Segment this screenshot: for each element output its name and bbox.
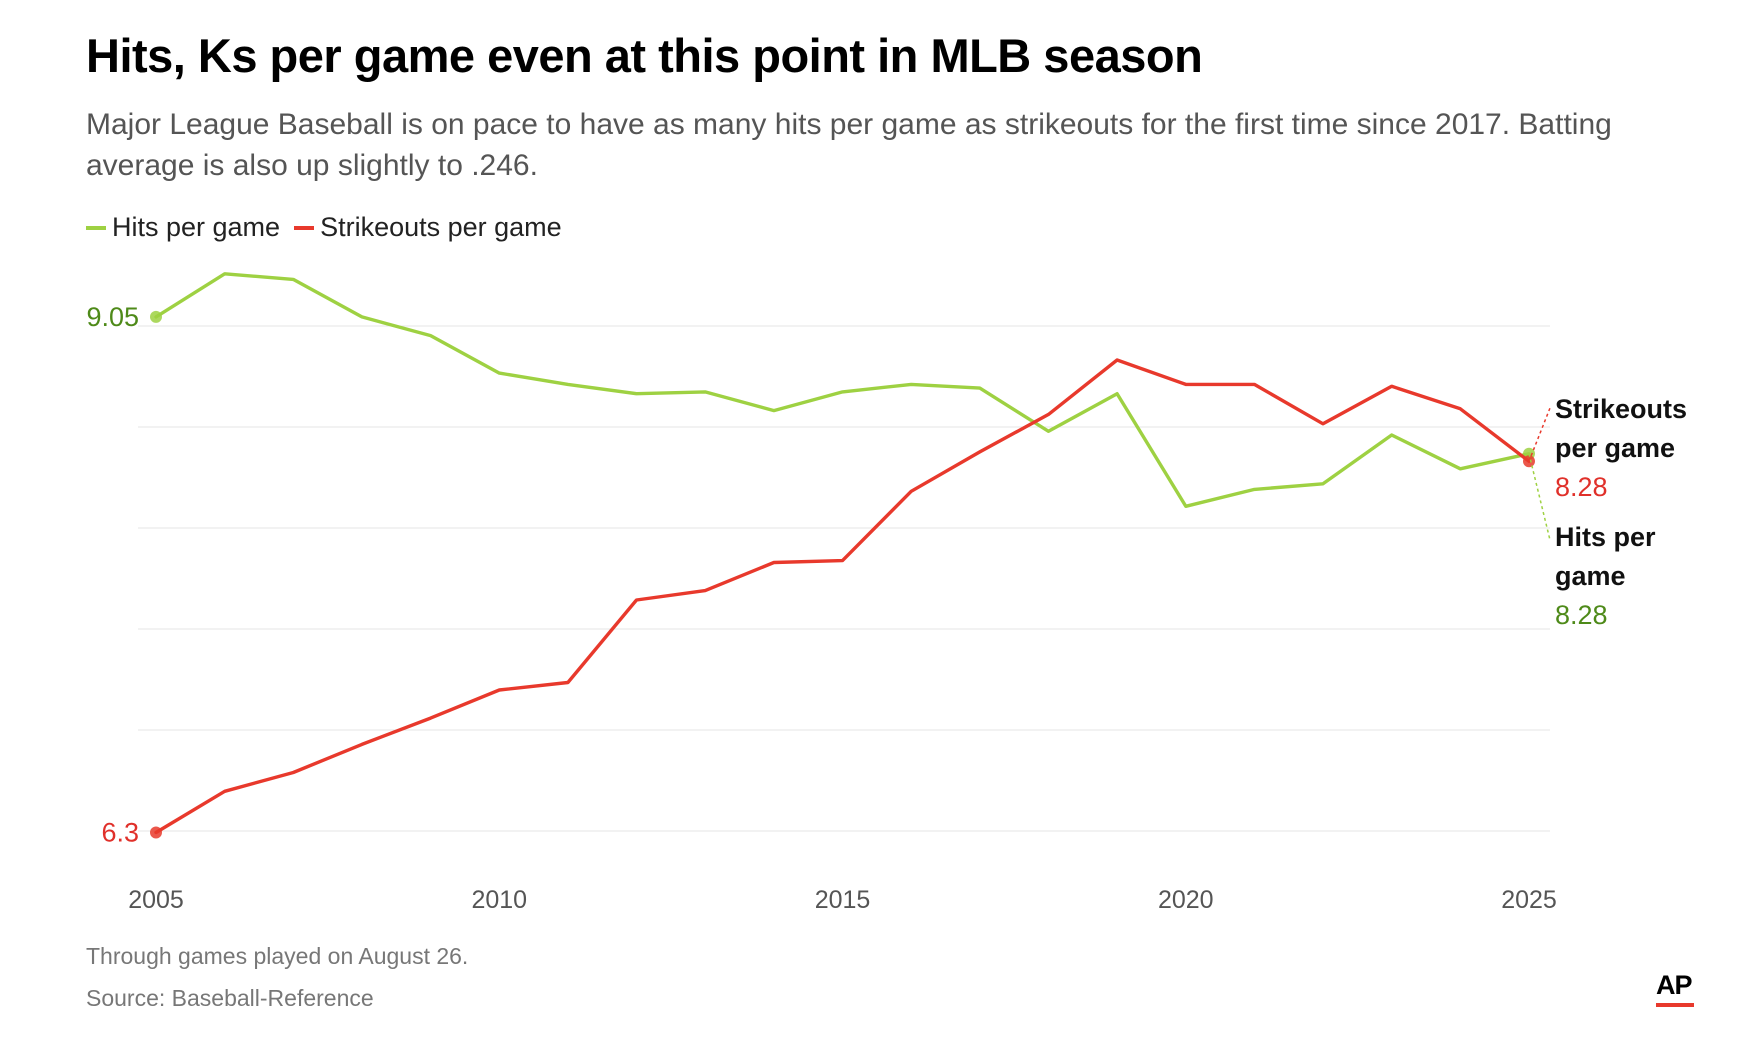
start-label-strikeouts: 6.3: [101, 818, 139, 848]
ap-logo: AP: [1656, 970, 1693, 1000]
legend-swatch-hits: [86, 225, 106, 230]
end-label-strikeouts-name-1: Strikeouts: [1555, 394, 1687, 424]
start-label-hits: 9.05: [86, 302, 139, 332]
series-lines: [150, 272, 1535, 839]
chart-title: Hits, Ks per game even at this point in …: [86, 29, 1203, 82]
end-label-strikeouts-value: 8.28: [1555, 472, 1608, 502]
data-labels: 9.05 6.3 Strikeouts per game 8.28 Hits per gam…: [86, 302, 1687, 848]
end-connector-strikeouts: [1528, 407, 1551, 462]
legend-label-strikeouts: Strikeouts per game: [320, 212, 562, 242]
end-connector-hits: [1528, 453, 1551, 541]
series-line-strikeouts: [154, 358, 1531, 835]
source-note: Source: Baseball-Reference: [86, 985, 374, 1011]
ap-logo-underline: [1656, 1003, 1694, 1007]
legend-item-strikeouts: Strikeouts per game: [294, 212, 562, 243]
legend-swatch-strikeouts: [294, 225, 315, 230]
end-label-hits-value: 8.28: [1555, 600, 1608, 630]
x-tick-label-2005: 2005: [128, 886, 184, 914]
series-line-hits: [154, 272, 1531, 508]
x-tick-label-2010: 2010: [471, 886, 527, 914]
x-tick-label-2025: 2025: [1501, 886, 1557, 914]
end-label-strikeouts-name-2: per game: [1555, 433, 1675, 463]
legend-item-hits: Hits per game: [86, 212, 280, 243]
data-point-strikeouts-2005: [150, 826, 162, 839]
chart-subtitle: Major League Baseball is on pace to have…: [86, 108, 1612, 182]
data-point-hits-2005: [150, 310, 162, 323]
x-tick-label-2015: 2015: [815, 886, 871, 914]
footnote: Through games played on August 26.: [86, 943, 469, 969]
legend: Hits per game Strikeouts per game: [86, 212, 576, 243]
x-axis: 2005 2010 2015 2020 2025: [128, 886, 1557, 914]
end-label-hits-name-1: Hits per: [1555, 522, 1656, 552]
x-tick-label-2020: 2020: [1158, 886, 1214, 914]
end-label-hits-name-2: game: [1555, 561, 1626, 591]
legend-label-hits: Hits per game: [112, 212, 281, 242]
grid-lines: [138, 325, 1550, 832]
